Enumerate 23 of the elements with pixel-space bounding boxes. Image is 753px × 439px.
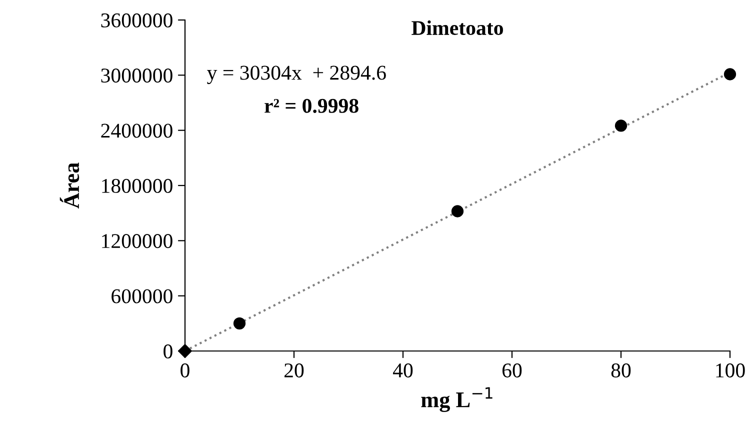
y-tick-label: 0 (164, 344, 172, 358)
point (614, 120, 628, 132)
annotation: r² = 0.9998 (264, 98, 358, 113)
x-tick-label: 80 (611, 363, 631, 378)
chart-title: Dimetoato (412, 20, 503, 36)
point (451, 205, 464, 218)
x-tick-label: 0 (180, 363, 190, 378)
y-tick-label: 2400000 (101, 124, 172, 138)
y-tick-label: 600000 (112, 289, 172, 304)
annotation: y = 30304x + 2894.6 (207, 66, 386, 84)
point (233, 317, 246, 330)
y-tick-label: 3600000 (101, 13, 172, 28)
x-tick-label: 60 (502, 363, 522, 378)
x-tick-label: 40 (392, 363, 413, 378)
y-tick-label: 1800000 (102, 178, 172, 193)
y-tick-label: 3000000 (101, 68, 172, 83)
x-tick-label: 100 (716, 363, 745, 378)
point (178, 344, 192, 358)
x-axis-title: mg L$^{−1}$ (421, 387, 492, 412)
x-tick-label: 20 (284, 363, 304, 378)
point (724, 68, 736, 80)
y-axis-title: Área (60, 162, 80, 209)
y-tick-label: 1200000 (102, 234, 172, 248)
